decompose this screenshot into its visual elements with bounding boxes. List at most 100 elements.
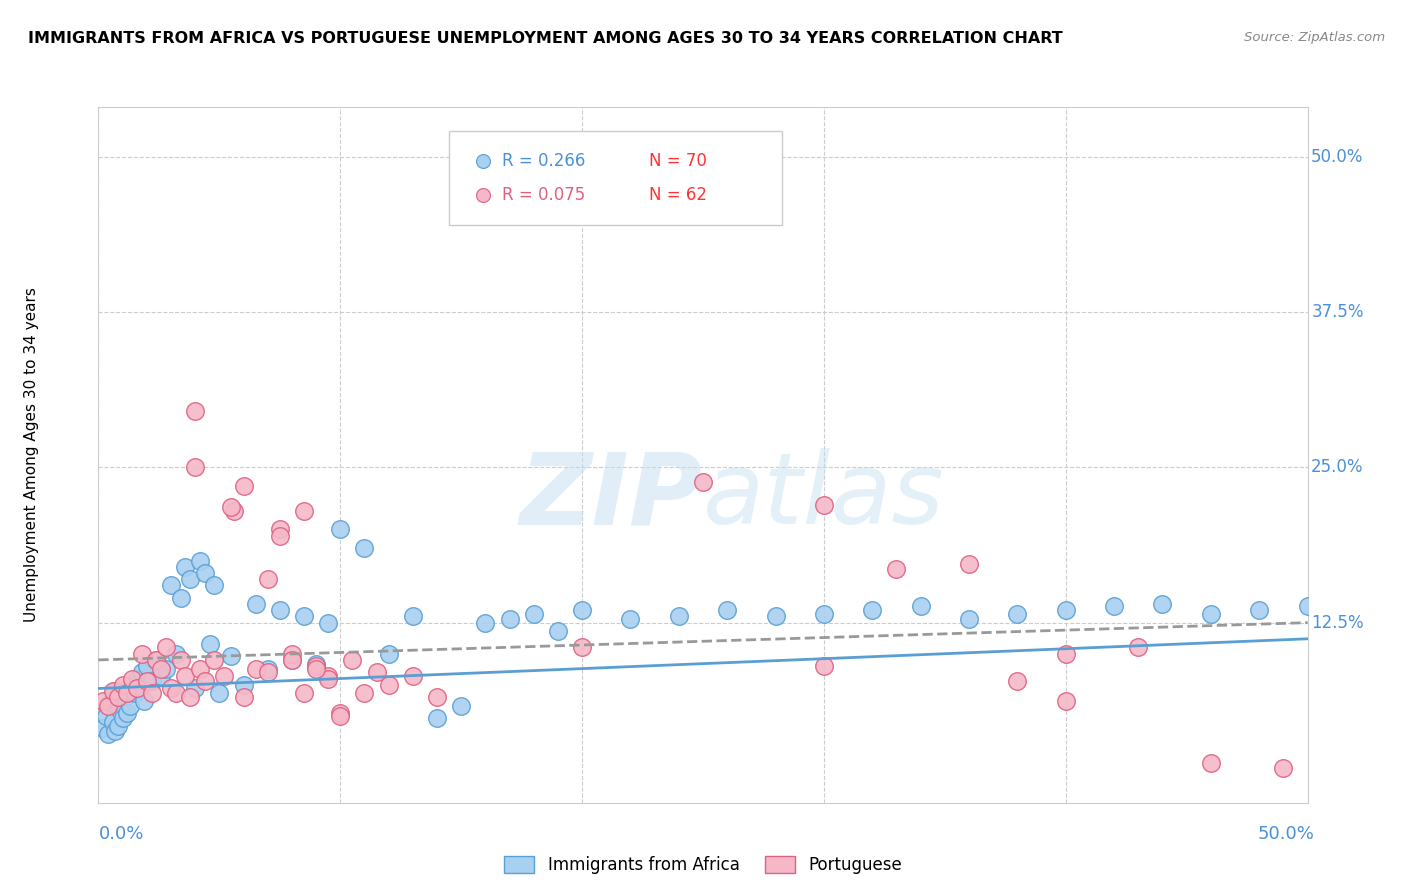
Text: 37.5%: 37.5% xyxy=(1312,303,1364,321)
Point xyxy=(402,609,425,624)
Point xyxy=(716,603,738,617)
Point xyxy=(269,529,291,543)
Text: 25.0%: 25.0% xyxy=(1312,458,1364,476)
Point xyxy=(100,697,122,711)
Point xyxy=(316,669,339,683)
Point xyxy=(426,711,449,725)
Point xyxy=(174,559,197,574)
Text: R = 0.266: R = 0.266 xyxy=(502,152,586,169)
Point xyxy=(377,678,399,692)
Point xyxy=(124,686,146,700)
Point xyxy=(523,607,546,621)
Point xyxy=(212,669,235,683)
Point xyxy=(329,523,352,537)
Point xyxy=(150,669,173,683)
Point xyxy=(135,674,157,689)
Point xyxy=(329,708,352,723)
Point xyxy=(97,698,120,713)
Point xyxy=(498,612,520,626)
Point xyxy=(256,665,278,680)
Point xyxy=(1296,599,1319,614)
Text: ZIP: ZIP xyxy=(520,448,703,545)
Point xyxy=(245,662,267,676)
Point xyxy=(169,591,191,605)
Point xyxy=(957,558,980,572)
Point xyxy=(860,603,883,617)
FancyBboxPatch shape xyxy=(449,131,782,226)
Point xyxy=(188,553,211,567)
Point xyxy=(150,662,173,676)
Point xyxy=(141,674,163,689)
Point xyxy=(256,572,278,586)
Point xyxy=(813,659,835,673)
Point xyxy=(619,612,641,626)
Point xyxy=(547,624,569,639)
Point xyxy=(104,723,127,738)
Point xyxy=(128,681,150,696)
Point xyxy=(269,603,291,617)
Point xyxy=(305,659,328,673)
Point xyxy=(245,597,267,611)
Text: IMMIGRANTS FROM AFRICA VS PORTUGUESE UNEMPLOYMENT AMONG AGES 30 TO 34 YEARS CORR: IMMIGRANTS FROM AFRICA VS PORTUGUESE UNE… xyxy=(28,31,1063,46)
Point xyxy=(208,686,231,700)
Point xyxy=(127,681,149,696)
Point xyxy=(174,669,197,683)
Point xyxy=(305,657,328,671)
Point xyxy=(198,637,221,651)
Point xyxy=(184,460,207,475)
Point xyxy=(111,711,134,725)
Point xyxy=(165,686,187,700)
Point xyxy=(292,504,315,518)
Text: N = 62: N = 62 xyxy=(648,186,707,204)
Point xyxy=(281,653,304,667)
Point xyxy=(886,562,908,576)
Point xyxy=(91,721,114,735)
Point xyxy=(450,698,472,713)
Point xyxy=(316,615,339,630)
Point xyxy=(571,640,593,655)
Point xyxy=(104,684,127,698)
Text: atlas: atlas xyxy=(703,448,945,545)
Point xyxy=(910,599,932,614)
Point xyxy=(160,578,183,592)
Point xyxy=(1054,647,1077,661)
Point xyxy=(813,607,835,621)
Point xyxy=(204,578,226,592)
Point xyxy=(194,566,217,580)
Point xyxy=(292,609,315,624)
Point xyxy=(402,669,425,683)
Point xyxy=(145,653,167,667)
Point xyxy=(305,662,328,676)
Point xyxy=(134,694,156,708)
Point xyxy=(1007,607,1029,621)
Point xyxy=(1249,603,1271,617)
Point xyxy=(256,662,278,676)
Point xyxy=(111,678,134,692)
Point xyxy=(155,662,177,676)
Text: 50.0%: 50.0% xyxy=(1312,148,1364,166)
Point xyxy=(474,615,496,630)
Point xyxy=(107,690,129,705)
Legend: Immigrants from Africa, Portuguese: Immigrants from Africa, Portuguese xyxy=(498,849,908,881)
Text: Source: ZipAtlas.com: Source: ZipAtlas.com xyxy=(1244,31,1385,45)
Point xyxy=(353,541,375,555)
Point xyxy=(668,609,690,624)
Point xyxy=(179,572,201,586)
Point xyxy=(692,475,714,490)
Point xyxy=(765,609,787,624)
Point xyxy=(269,523,291,537)
Point xyxy=(1054,694,1077,708)
Text: R = 0.075: R = 0.075 xyxy=(502,186,585,204)
Point xyxy=(91,694,114,708)
Point xyxy=(222,504,245,518)
Point xyxy=(169,653,191,667)
Point xyxy=(571,603,593,617)
Point xyxy=(179,690,201,705)
Point xyxy=(121,672,143,686)
Point xyxy=(184,681,207,696)
Point xyxy=(131,665,153,680)
Point xyxy=(281,653,304,667)
Point xyxy=(342,653,364,667)
Point xyxy=(1199,756,1222,770)
Point xyxy=(108,703,131,717)
